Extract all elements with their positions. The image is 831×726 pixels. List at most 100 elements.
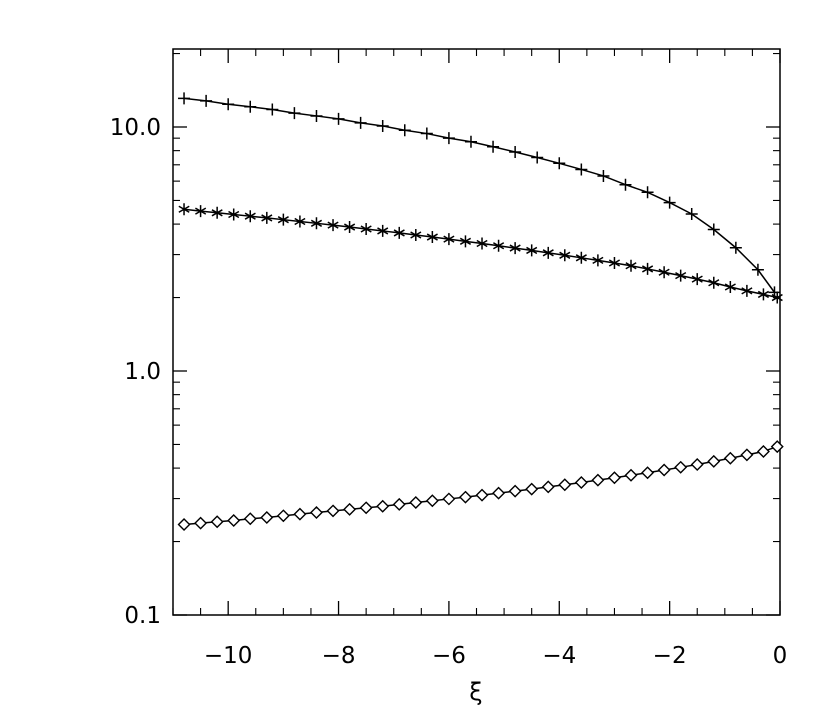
data-point: [729, 241, 742, 254]
data-point: [244, 210, 256, 223]
data-point: [227, 513, 241, 527]
data-point: [658, 266, 670, 279]
series-layer: [177, 92, 784, 531]
data-point: [420, 127, 433, 140]
data-point: [288, 107, 301, 120]
data-point: [707, 454, 721, 468]
data-point: [542, 246, 554, 259]
data-point: [575, 163, 588, 176]
x-tick-labels: −10 −8 −6 −4 −2 0: [204, 643, 787, 669]
data-point: [376, 119, 389, 132]
data-point: [674, 460, 688, 474]
data-point: [293, 507, 307, 521]
series-plus: [178, 92, 781, 299]
data-point: [657, 463, 671, 477]
data-point: [294, 215, 306, 228]
data-point: [476, 237, 488, 250]
data-point: [508, 484, 522, 498]
data-point: [770, 440, 784, 454]
x-axis-label: ξ: [469, 678, 482, 706]
y-tick-labels: 0.1 1.0 10.0: [110, 115, 161, 629]
series-asterisk: [178, 203, 783, 304]
data-point: [708, 276, 720, 289]
data-point: [392, 497, 406, 511]
data-point: [194, 516, 208, 530]
data-point: [526, 244, 538, 257]
data-point: [487, 140, 500, 153]
data-point: [425, 494, 439, 508]
data-point: [310, 217, 323, 230]
data-point: [243, 512, 257, 526]
data-point: [740, 448, 754, 462]
data-point: [343, 502, 357, 516]
data-point: [376, 499, 390, 513]
data-point: [663, 196, 676, 209]
data-point: [641, 466, 655, 480]
data-point: [260, 510, 274, 524]
data-point: [641, 262, 654, 275]
data-point: [359, 501, 373, 515]
data-point: [741, 284, 753, 297]
data-point: [277, 213, 289, 226]
x-tick-label: −8: [322, 643, 356, 669]
data-point: [591, 473, 605, 487]
data-point: [751, 263, 764, 276]
data-point: [553, 157, 566, 170]
data-point: [244, 100, 257, 113]
data-point: [492, 486, 506, 500]
data-point: [559, 249, 571, 262]
data-point: [222, 98, 235, 111]
y-tick-label: 0.1: [124, 603, 161, 629]
x-tick-label: −4: [542, 643, 576, 669]
plot-frame: [172, 48, 781, 616]
data-point: [327, 219, 339, 232]
data-point: [608, 257, 621, 270]
data-point: [210, 515, 224, 529]
data-point: [409, 496, 423, 510]
data-point: [592, 254, 604, 267]
series-line: [183, 208, 778, 299]
data-point: [178, 203, 190, 216]
data-point: [509, 145, 522, 158]
data-point: [332, 112, 345, 125]
data-point: [398, 124, 411, 137]
major-ticks: [173, 49, 781, 616]
data-point: [756, 444, 770, 458]
data-point: [442, 132, 455, 145]
x-tick-label: −10: [204, 643, 253, 669]
data-point: [475, 488, 489, 502]
data-point: [200, 94, 213, 107]
data-point: [558, 478, 572, 492]
data-point: [575, 251, 587, 264]
data-point: [195, 205, 207, 218]
data-point: [531, 151, 544, 164]
data-point: [723, 451, 737, 465]
data-point: [410, 228, 422, 241]
data-point: [261, 211, 273, 224]
data-point: [541, 480, 555, 494]
data-point: [344, 221, 356, 234]
data-point: [377, 224, 389, 237]
data-point: [276, 509, 290, 523]
data-point: [641, 186, 654, 199]
x-tick-label: −6: [432, 643, 466, 669]
data-point: [309, 506, 323, 520]
data-point: [493, 239, 505, 252]
data-point: [211, 206, 223, 219]
data-point: [458, 490, 472, 504]
data-point: [685, 207, 698, 220]
data-point: [574, 476, 588, 490]
data-point: [360, 222, 372, 235]
data-point: [771, 291, 783, 304]
data-point: [675, 269, 687, 282]
data-point: [266, 103, 279, 116]
x-tick-label: 0: [773, 643, 788, 669]
data-point: [724, 280, 736, 293]
data-point: [707, 223, 720, 236]
data-point: [442, 492, 456, 506]
data-point: [691, 273, 703, 286]
data-point: [625, 259, 637, 272]
data-point: [326, 504, 340, 518]
data-point: [619, 178, 632, 191]
data-point: [509, 242, 521, 255]
